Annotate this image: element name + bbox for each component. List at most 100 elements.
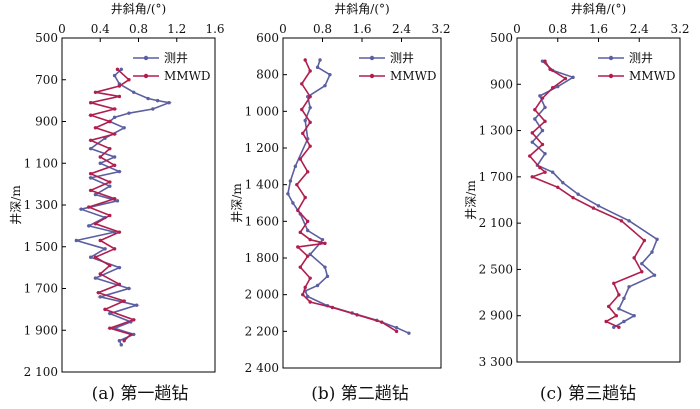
x-axis-label: 井斜角/(°) xyxy=(571,2,626,16)
data-point xyxy=(115,199,120,203)
y-tick-label: 800 xyxy=(256,68,279,82)
data-point xyxy=(296,208,300,213)
data-point xyxy=(528,154,532,158)
plot-frame-1 xyxy=(61,37,216,373)
data-point xyxy=(88,176,93,180)
legend-label: 测井 xyxy=(164,51,188,65)
data-point xyxy=(119,343,123,347)
data-point xyxy=(298,230,302,235)
data-point xyxy=(591,206,596,210)
data-point xyxy=(604,319,608,324)
data-point xyxy=(640,261,644,266)
data-point xyxy=(308,105,312,110)
data-point xyxy=(93,255,98,259)
data-point xyxy=(88,146,93,151)
data-point xyxy=(112,197,117,201)
data-point xyxy=(614,314,619,318)
data-point xyxy=(308,69,312,73)
data-point xyxy=(606,304,611,309)
x-axis-label: 井斜角/(°) xyxy=(334,2,389,16)
data-point xyxy=(543,105,547,110)
data-point xyxy=(108,213,112,218)
data-point xyxy=(563,76,568,81)
x-tick-label: 0.4 xyxy=(91,22,110,36)
data-point xyxy=(79,207,83,211)
data-point xyxy=(303,285,307,290)
data-point xyxy=(617,293,621,297)
data-point xyxy=(308,120,312,125)
data-point xyxy=(301,131,305,136)
series-line-mmwd xyxy=(86,68,137,342)
data-point xyxy=(87,224,91,228)
data-point xyxy=(550,86,555,90)
data-point xyxy=(132,90,136,94)
data-point xyxy=(530,140,534,144)
data-point xyxy=(632,256,636,260)
y-tick-label: 1 900 xyxy=(24,323,58,337)
data-point xyxy=(103,307,107,312)
y-axis-label: 井深/m xyxy=(9,185,23,225)
x-tick-label: 1.6 xyxy=(352,22,371,36)
data-point xyxy=(298,157,302,161)
data-point xyxy=(627,285,631,289)
data-point xyxy=(295,182,299,187)
y-tick-label: 1 600 xyxy=(245,214,279,228)
data-point xyxy=(543,59,547,63)
y-tick-label: 1 000 xyxy=(245,104,279,118)
data-point xyxy=(642,238,647,243)
data-point xyxy=(122,126,126,130)
y-tick-label: 2 900 xyxy=(479,309,513,323)
data-point xyxy=(538,165,542,170)
data-point xyxy=(330,305,335,310)
data-point xyxy=(596,204,601,208)
data-point xyxy=(146,96,150,101)
y-tick-label: 500 xyxy=(35,31,58,45)
data-point xyxy=(293,164,298,169)
data-point xyxy=(305,294,310,299)
data-point xyxy=(108,311,112,316)
data-point xyxy=(394,325,399,330)
data-point xyxy=(112,247,117,251)
data-point xyxy=(650,250,654,254)
data-point xyxy=(117,94,122,99)
data-point xyxy=(117,84,122,88)
x-tick-label: 1.6 xyxy=(589,22,608,36)
y-tick-label: 900 xyxy=(35,115,58,129)
data-point xyxy=(318,58,322,62)
data-point xyxy=(540,142,545,147)
data-point xyxy=(571,195,575,200)
y-tick-label: 1 400 xyxy=(245,178,279,192)
y-tick-label: 1 300 xyxy=(479,124,513,138)
data-point xyxy=(151,107,155,111)
data-point xyxy=(655,237,659,242)
data-point xyxy=(617,307,621,311)
data-point xyxy=(93,222,98,226)
data-point xyxy=(561,180,565,185)
data-point xyxy=(134,303,139,307)
x-tick-label: 3.2 xyxy=(670,22,689,36)
y-tick-label: 1 500 xyxy=(24,240,58,254)
data-point xyxy=(328,72,332,77)
data-point xyxy=(98,155,102,159)
legend-marker xyxy=(143,55,149,61)
data-point xyxy=(543,152,547,156)
panel-caption: (b) 第二趟钻 xyxy=(311,384,409,404)
data-point xyxy=(305,94,310,99)
data-point xyxy=(93,126,98,130)
data-point xyxy=(323,83,327,88)
data-point xyxy=(93,90,98,94)
data-point xyxy=(305,228,310,233)
data-point xyxy=(323,265,327,269)
y-tick-label: 3 300 xyxy=(479,355,513,369)
data-point xyxy=(622,296,626,301)
data-point xyxy=(530,131,534,135)
data-point xyxy=(112,73,117,78)
data-point xyxy=(394,329,399,334)
data-point xyxy=(98,272,102,276)
legend-marker xyxy=(369,73,375,79)
y-tick-label: 1 800 xyxy=(245,251,279,265)
data-point xyxy=(127,286,131,291)
data-point xyxy=(640,270,644,274)
y-tick-label: 1 300 xyxy=(24,198,58,212)
